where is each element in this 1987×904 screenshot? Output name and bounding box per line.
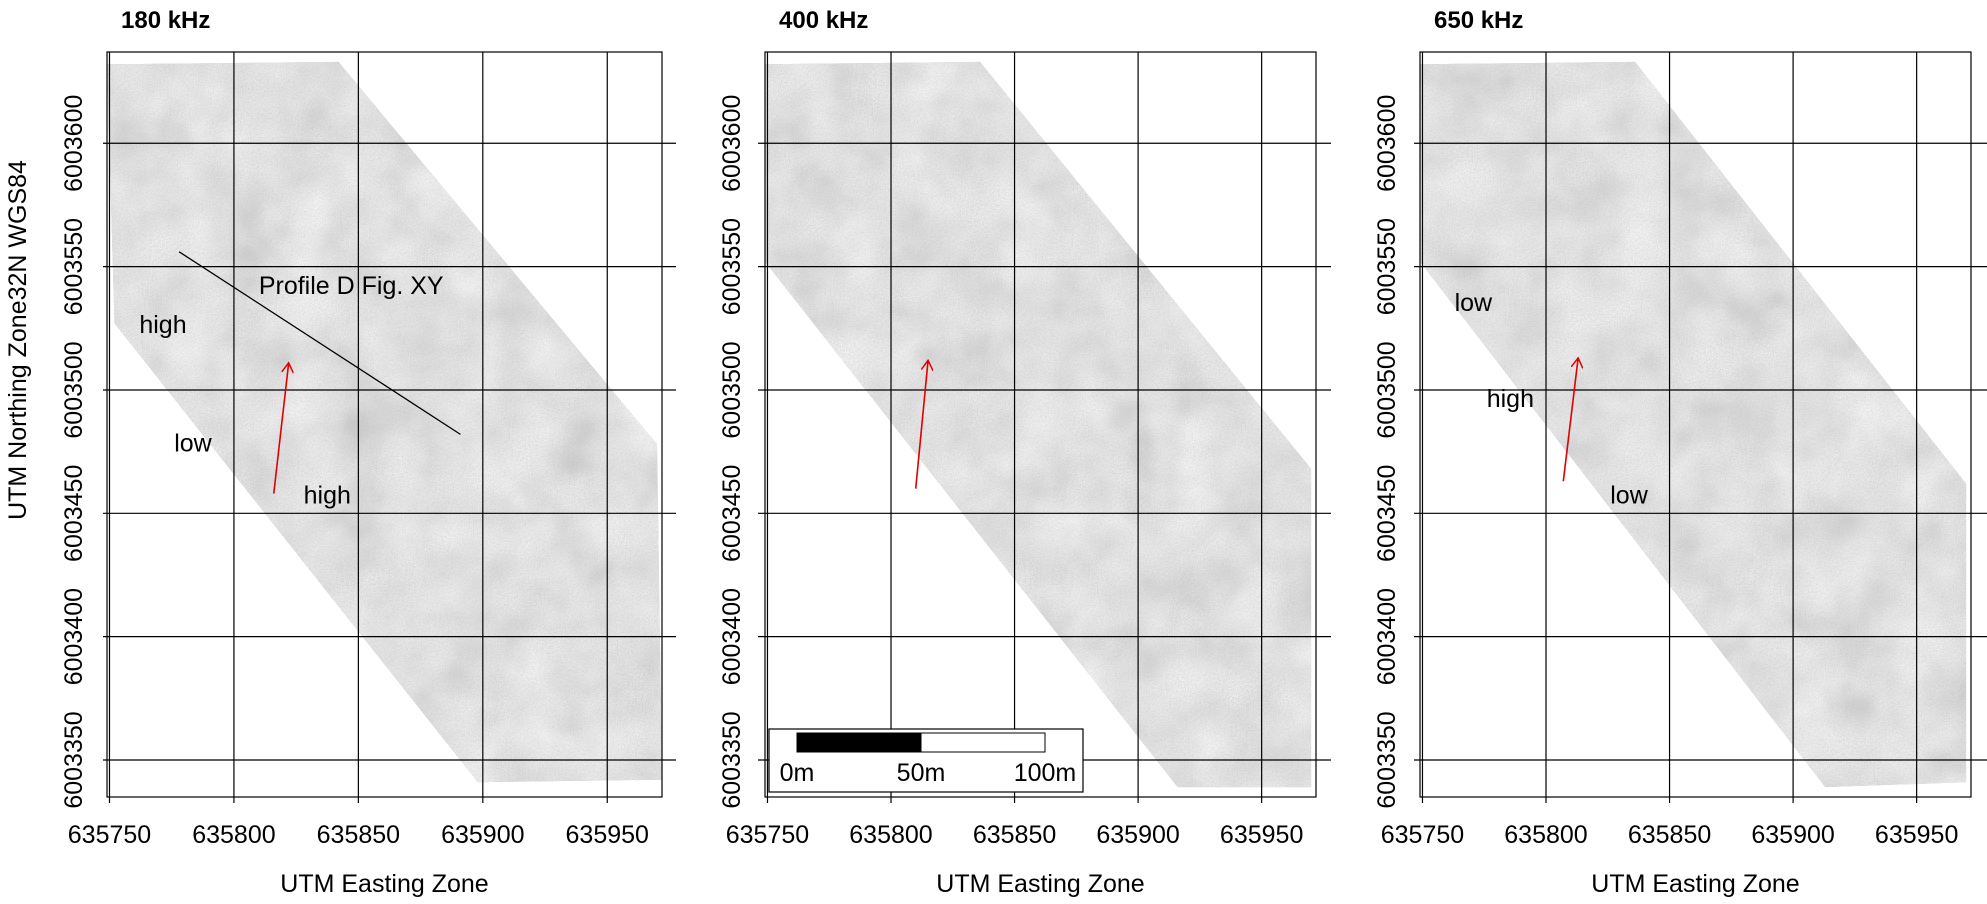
panel-title: 650 kHz xyxy=(1434,7,1523,34)
backscatter-label-low: low xyxy=(1455,289,1493,317)
scale-bar-white-segment xyxy=(920,732,1046,753)
x-axis-title: UTM Easting Zone xyxy=(1591,870,1799,898)
panel-3: 635750 635800 635850 635900 635950 6003350 600… xyxy=(1373,7,1987,898)
profile-line xyxy=(178,251,461,435)
plot-frame xyxy=(764,51,1317,798)
y-axis-title: UTM Northing Zone32N WGS84 xyxy=(4,160,32,520)
y-tick-label: 6003450 xyxy=(1373,465,1401,562)
x-tick-label: 635850 xyxy=(317,821,400,849)
backscatter-label-high: high xyxy=(304,481,351,509)
x-tick-label: 635950 xyxy=(566,821,649,849)
y-tick-label: 6003450 xyxy=(60,465,88,562)
scale-bar-black-segment xyxy=(796,732,922,753)
backscatter-label-high: high xyxy=(1487,385,1534,413)
y-tick-label: 6003600 xyxy=(60,95,88,192)
x-tick-label: 635900 xyxy=(1096,821,1179,849)
x-tick-label: 635900 xyxy=(441,821,524,849)
y-tick-label: 6003500 xyxy=(718,341,746,438)
y-tick-label: 6003500 xyxy=(60,341,88,438)
x-axis-title: UTM Easting Zone xyxy=(936,870,1144,898)
x-tick-label: 635750 xyxy=(68,821,151,849)
plot-frame xyxy=(106,51,663,798)
backscatter-label-low: low xyxy=(174,430,212,458)
direction-arrow xyxy=(914,360,928,489)
x-axis-title: UTM Easting Zone xyxy=(280,870,488,898)
y-tick-label: 6003600 xyxy=(718,95,746,192)
y-tick-label: 6003350 xyxy=(60,711,88,808)
direction-arrow xyxy=(1562,358,1578,482)
panel-1: 635750 635800 635850 635900 635950 6003350 600… xyxy=(60,7,676,898)
y-tick-label: 6003500 xyxy=(1373,341,1401,438)
y-tick-label: 6003600 xyxy=(1373,95,1401,192)
x-tick-label: 635850 xyxy=(1628,821,1711,849)
x-tick-label: 635750 xyxy=(1381,821,1464,849)
y-tick-label: 6003450 xyxy=(718,465,746,562)
backscatter-label-low: low xyxy=(1610,481,1648,509)
x-tick-label: 635850 xyxy=(973,821,1056,849)
scale-bar-label: 100m xyxy=(1014,759,1077,787)
x-tick-label: 635950 xyxy=(1220,821,1303,849)
scale-bar-label: 0m xyxy=(780,759,815,787)
y-tick-label: 6003400 xyxy=(60,588,88,685)
y-tick-label: 6003350 xyxy=(1373,711,1401,808)
backscatter-mosaic xyxy=(765,61,1312,788)
panels-layer: 635750 635800 635850 635900 635950 6003350 600… xyxy=(60,7,1987,898)
x-tick-label: 635800 xyxy=(849,821,932,849)
x-tick-label: 635950 xyxy=(1875,821,1958,849)
y-tick-label: 6003400 xyxy=(718,588,746,685)
backscatter-mosaic xyxy=(107,61,662,783)
x-tick-label: 635750 xyxy=(726,821,809,849)
y-tick-label: 6003400 xyxy=(1373,588,1401,685)
y-tick-label: 6003550 xyxy=(1373,218,1401,315)
profile-label: Profile D Fig. XY xyxy=(259,272,444,300)
panel-2: 635750 635800 635850 635900 635950 6003350 600… xyxy=(718,7,1331,898)
panel-title: 180 kHz xyxy=(121,7,210,34)
y-tick-label: 6003350 xyxy=(718,711,746,808)
y-tick-label: 6003550 xyxy=(60,218,88,315)
panel-title: 400 kHz xyxy=(779,7,868,34)
y-tick-label: 6003550 xyxy=(718,218,746,315)
direction-arrow xyxy=(272,363,289,494)
scale-bar: 0m 50m 100m xyxy=(768,728,1084,793)
x-tick-label: 635800 xyxy=(192,821,275,849)
backscatter-mosaic xyxy=(1420,61,1967,788)
plot-frame xyxy=(1419,51,1972,798)
x-tick-label: 635800 xyxy=(1504,821,1587,849)
scale-bar-label: 50m xyxy=(897,759,946,787)
x-tick-label: 635900 xyxy=(1751,821,1834,849)
backscatter-label-high: high xyxy=(139,311,186,339)
